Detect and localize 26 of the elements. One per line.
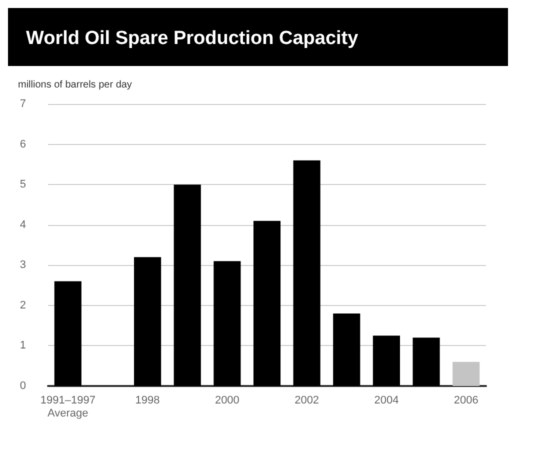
y-tick-label: 2 [20, 299, 26, 312]
y-tick-label: 3 [20, 259, 26, 272]
bar [134, 257, 162, 386]
bar [174, 184, 201, 386]
y-tick-label: 4 [20, 218, 26, 231]
bar [253, 220, 281, 386]
x-tick-label: 2000 [214, 394, 240, 406]
bar [333, 313, 360, 386]
bar [452, 362, 480, 386]
x-tick-label: 1998 [135, 394, 160, 406]
x-tick-label: 1991–1997 Average [40, 394, 96, 420]
y-tick-label: 6 [20, 138, 26, 150]
bar [54, 281, 82, 386]
x-tick-label: 2002 [294, 394, 320, 406]
y-tick-label: 7 [20, 98, 26, 110]
bar [412, 338, 440, 386]
bar [293, 160, 320, 386]
y-tick-label: 0 [20, 380, 26, 392]
y-tick-label: 5 [20, 178, 26, 191]
x-tick-label: 2004 [374, 394, 399, 406]
x-tick-label: 2006 [454, 394, 478, 406]
y-axis-title: millions of barrels per day [18, 80, 132, 90]
bar [372, 336, 400, 386]
bar [214, 261, 241, 386]
y-tick-label: 1 [20, 340, 26, 352]
chart-title: World Oil Spare Production Capacity [8, 8, 508, 66]
